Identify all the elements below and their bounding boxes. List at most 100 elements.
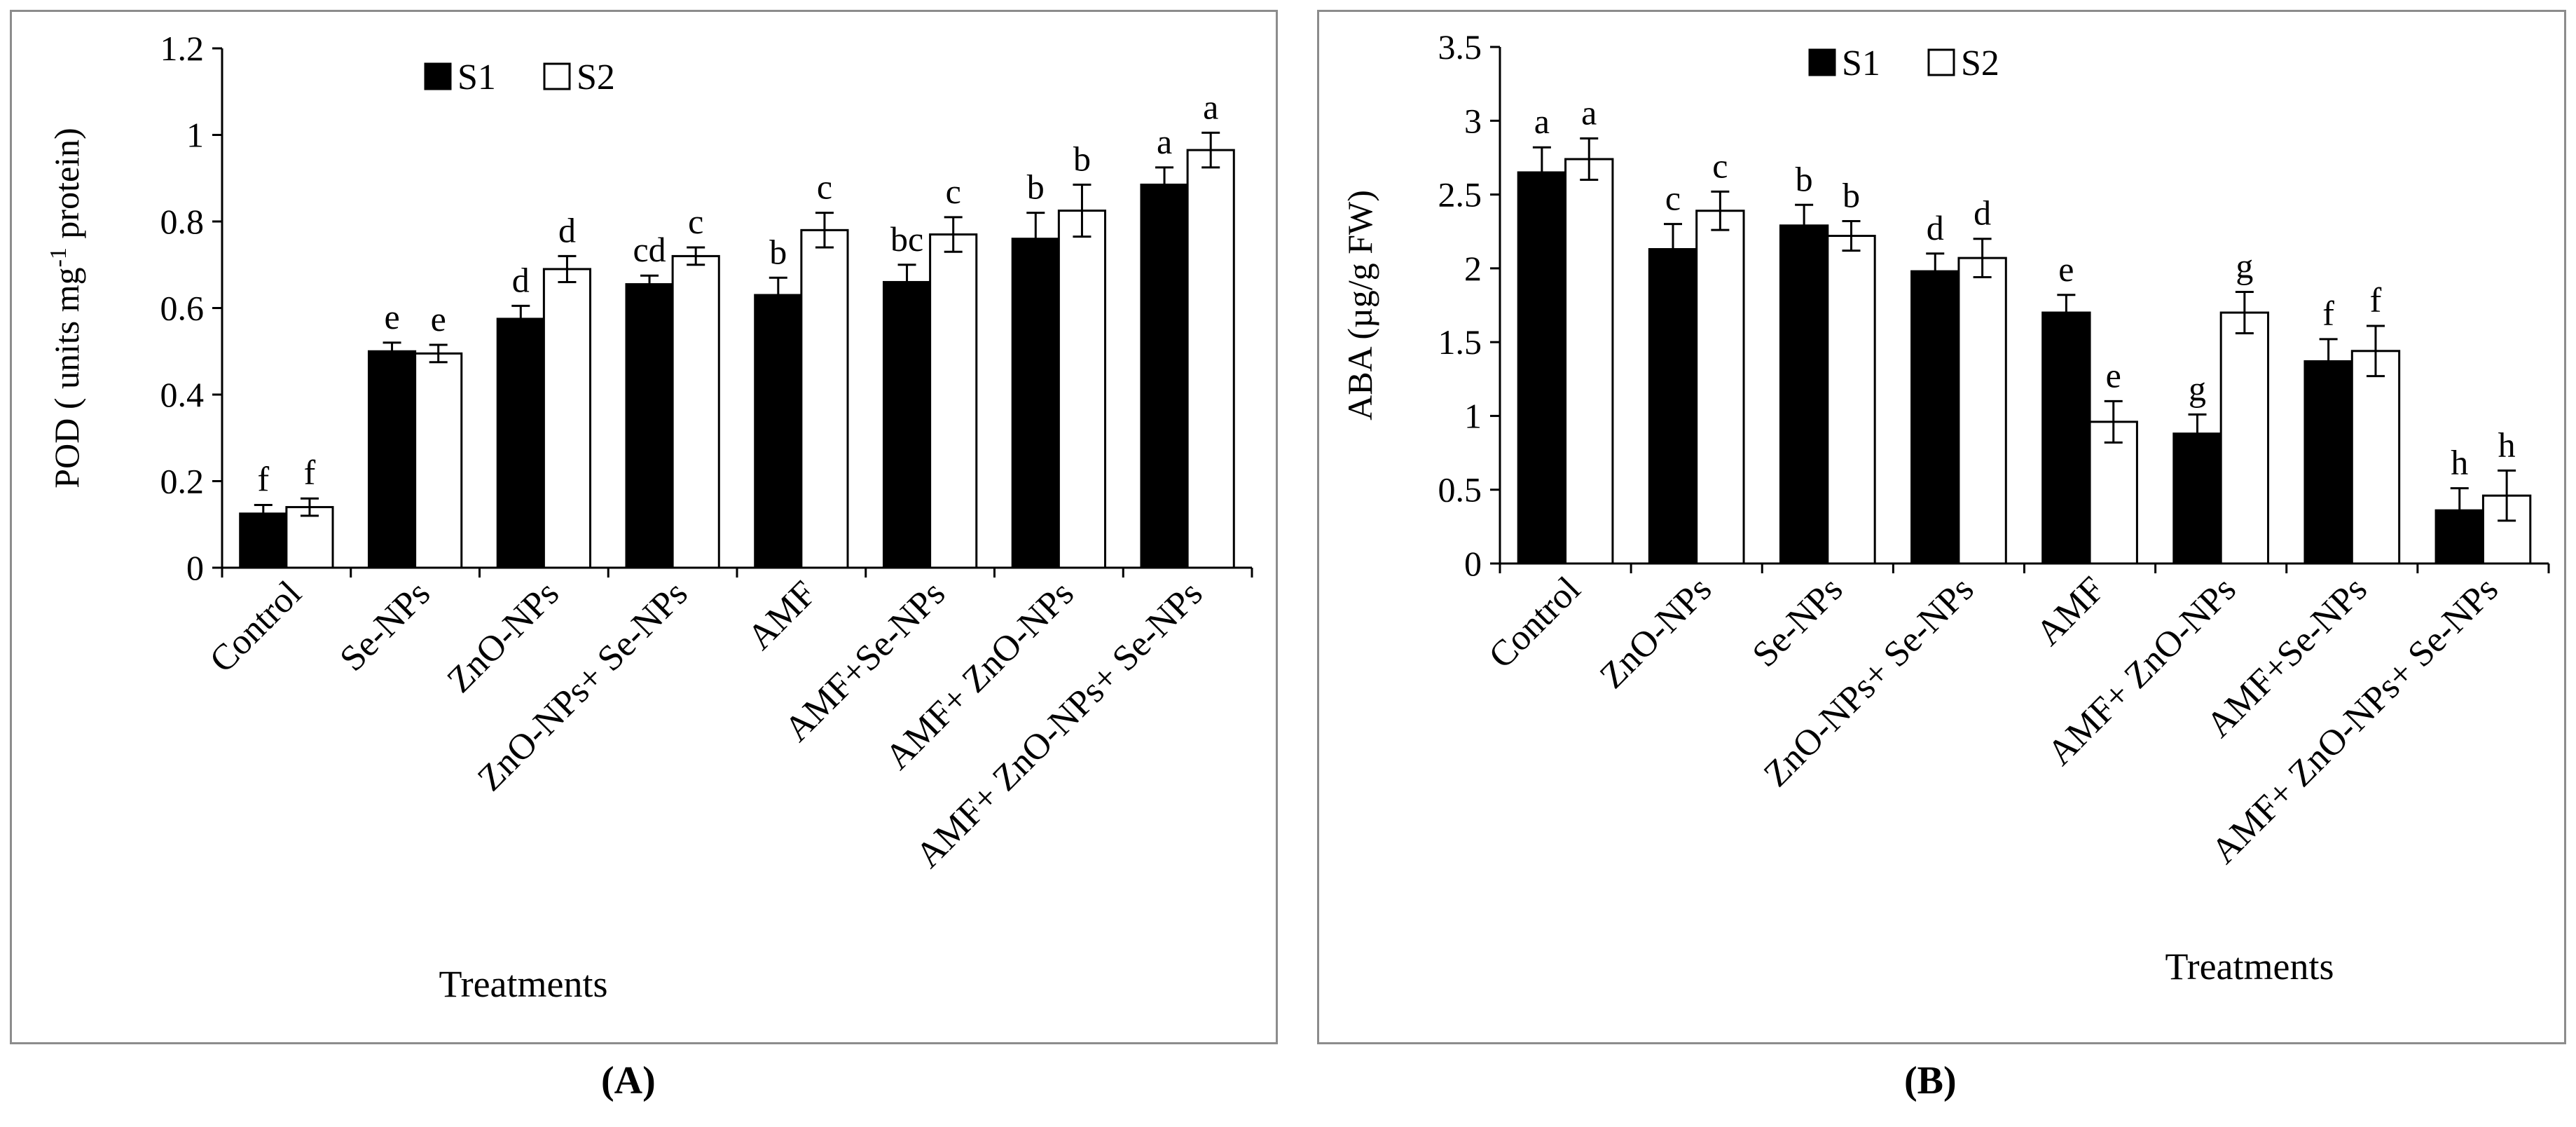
bar-s2 xyxy=(414,352,463,569)
significance-letter: d xyxy=(558,210,576,250)
bar-s1 xyxy=(367,350,417,569)
bar-s1 xyxy=(1779,224,1829,565)
bar-s1 xyxy=(882,280,932,569)
y-tick-label: 0.8 xyxy=(160,202,205,241)
significance-letter: f xyxy=(257,459,269,498)
significance-letter: d xyxy=(1927,208,1944,247)
bar-s1 xyxy=(1648,247,1698,565)
bar-s2 xyxy=(2350,350,2401,565)
y-tick-label: 0 xyxy=(186,548,204,587)
y-tick-label: 0.6 xyxy=(160,289,205,328)
significance-letter: g xyxy=(2189,369,2206,408)
bar-s2 xyxy=(671,254,720,569)
significance-letter: f xyxy=(2370,280,2382,320)
significance-letter: cd xyxy=(633,230,666,269)
x-category-label: Control xyxy=(202,573,310,681)
bar-s2 xyxy=(542,268,592,569)
y-tick-label: 0.2 xyxy=(160,462,205,501)
significance-letter: c xyxy=(688,202,703,241)
x-category-label: AMF xyxy=(740,573,824,657)
significance-letter: c xyxy=(1665,179,1681,218)
bar-s1 xyxy=(2172,432,2222,565)
x-category-label: Se-NPs xyxy=(1745,569,1851,675)
significance-letter: a xyxy=(1581,93,1597,132)
legend-swatch-s2 xyxy=(543,62,571,90)
significance-letter: a xyxy=(1157,122,1172,161)
y-axis-title: POD ( units mg-1 protein) xyxy=(46,128,86,488)
y-tick-label: 1 xyxy=(1464,396,1482,435)
significance-letter: b xyxy=(1027,168,1045,207)
bar-s1 xyxy=(1517,171,1567,565)
bar-s2 xyxy=(800,228,849,569)
y-tick-label: 1.5 xyxy=(1438,322,1482,362)
y-tick-label: 1 xyxy=(186,116,204,155)
panel-a-pod-chart: 0 0.2 0.4 0.6 0.8 1 1.2 f e d cd b bc b a f e d c c c b a Contr… xyxy=(10,10,1278,1044)
x-axis-title: Treatments xyxy=(2165,945,2334,988)
y-tick-label: 0 xyxy=(1464,544,1482,583)
bar-s1 xyxy=(2041,311,2091,565)
bar-s1 xyxy=(1011,238,1060,569)
significance-letter: c xyxy=(1712,146,1728,185)
significance-letter: b xyxy=(769,232,787,271)
significance-letter: c xyxy=(817,168,832,207)
y-axis-title-main: POD ( units mg xyxy=(47,267,86,488)
bar-s2 xyxy=(1057,210,1107,569)
y-axis-title-tail: protein) xyxy=(47,128,86,247)
x-category-label: ZnO-NPs xyxy=(440,573,567,700)
significance-letter: e xyxy=(384,297,399,336)
panel-b-aba-chart: 0 0.5 1 1.5 2 2.5 3 3.5 a c b d e g f h a c b d e g f h Control Z… xyxy=(1317,10,2566,1044)
bar-s2 xyxy=(2088,421,2138,565)
caption-a: (A) xyxy=(601,1059,656,1102)
aba-chart-svg: 0 0.5 1 1.5 2 2.5 3 3.5 a c b d e g f h a c b d e g f h Control Z… xyxy=(1340,27,2550,988)
significance-letter: f xyxy=(304,453,316,492)
significance-letter: b xyxy=(1073,139,1091,179)
bar-s2 xyxy=(929,233,978,569)
significance-letter: d xyxy=(512,260,530,299)
bar-s1 xyxy=(754,294,803,569)
legend-swatch-s2 xyxy=(1927,48,1955,76)
x-category-label: Se-NPs xyxy=(332,573,438,679)
y-tick-label: 1.2 xyxy=(160,29,205,68)
bar-s1 xyxy=(1140,184,1189,569)
bar-s2 xyxy=(1826,235,1876,565)
y-tick-label: 0.4 xyxy=(160,375,205,414)
bar-s2 xyxy=(1186,149,1235,569)
significance-letter: c xyxy=(946,172,961,211)
significance-letter: d xyxy=(1974,193,1991,233)
bar-s1 xyxy=(2303,360,2353,565)
bar-s2 xyxy=(1957,257,2007,565)
significance-letter: f xyxy=(2322,294,2334,333)
x-category-label: AMF xyxy=(2029,569,2113,653)
bar-s2 xyxy=(2219,311,2270,565)
bar-s2 xyxy=(1695,210,1745,565)
y-tick-label: 3.5 xyxy=(1438,27,1482,67)
x-category-label: ZnO-NPs xyxy=(1592,569,1719,696)
legend-label-s1: S1 xyxy=(457,57,496,97)
y-axis-title-main: ABA (µg/g FW) xyxy=(1340,190,1379,421)
legend-label-s1: S1 xyxy=(1842,43,1880,83)
legend-swatch-s1 xyxy=(1808,48,1836,76)
bar-s1 xyxy=(625,283,674,569)
significance-letter: h xyxy=(2498,425,2516,464)
significance-letter: e xyxy=(431,299,446,339)
x-axis-title: Treatments xyxy=(439,963,608,1005)
y-tick-label: 3 xyxy=(1464,101,1482,140)
y-axis-title-superscript: -1 xyxy=(46,247,71,267)
significance-letter: g xyxy=(2236,247,2253,286)
significance-letter: e xyxy=(2106,355,2121,395)
legend-label-s2: S2 xyxy=(577,57,615,97)
significance-letter: e xyxy=(2058,250,2074,289)
bar-s2 xyxy=(1564,158,1614,565)
significance-letter: b xyxy=(1843,175,1860,214)
legend-swatch-s1 xyxy=(424,62,452,90)
caption-b: (B) xyxy=(1904,1059,1957,1102)
x-category-label: Control xyxy=(1481,569,1588,676)
significance-letter: a xyxy=(1203,87,1218,126)
bar-s1 xyxy=(1910,270,1960,565)
significance-letter: b xyxy=(1796,159,1813,198)
y-tick-label: 0.5 xyxy=(1438,470,1482,510)
y-tick-label: 2 xyxy=(1464,249,1482,288)
significance-letter: h xyxy=(2451,443,2468,482)
y-axis-title: ABA (µg/g FW) xyxy=(1340,190,1379,421)
